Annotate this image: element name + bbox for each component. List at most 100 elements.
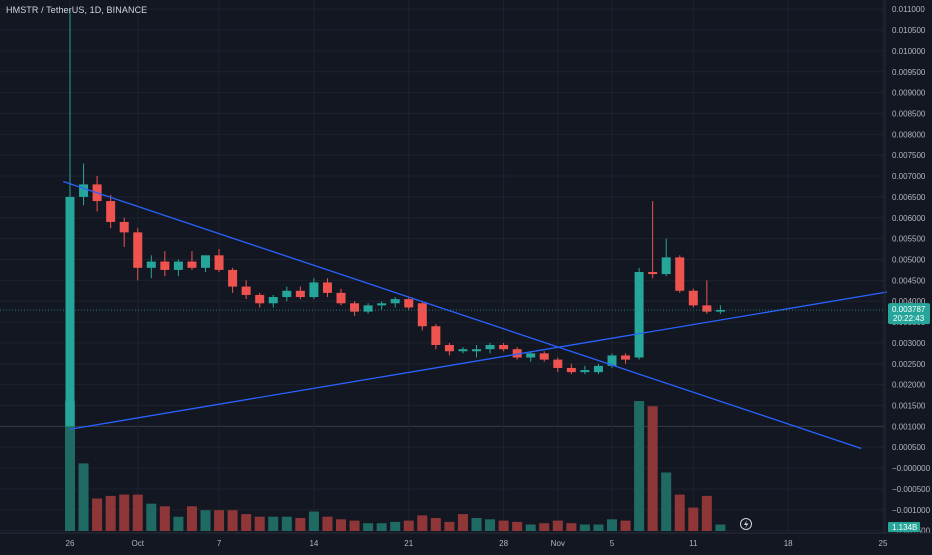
volume-bar (647, 406, 658, 531)
candle[interactable] (512, 347, 522, 360)
candle-body (119, 221, 129, 233)
candle[interactable] (214, 249, 224, 272)
volume-bar (78, 463, 89, 531)
trendline-layer[interactable] (63, 180, 888, 450)
candle-body (133, 232, 143, 268)
candle[interactable] (539, 351, 549, 362)
candle[interactable] (715, 305, 725, 314)
candle[interactable] (417, 301, 427, 331)
trendline[interactable] (69, 291, 888, 430)
volume-bar (146, 503, 157, 531)
lightning-icon[interactable] (740, 518, 752, 530)
candle-body (160, 261, 170, 270)
candle[interactable] (553, 357, 563, 373)
candle[interactable] (472, 345, 481, 358)
volume-bar (214, 510, 225, 531)
candle[interactable] (621, 353, 631, 364)
candle-body (404, 299, 414, 308)
price-tick-label: 0.006000 (892, 214, 926, 223)
lightning-icon-circle (740, 518, 752, 530)
candle[interactable] (431, 324, 441, 350)
candle[interactable] (404, 297, 414, 310)
price-tick-label: 0.004500 (892, 276, 926, 285)
volume-bar (349, 520, 360, 531)
trendline[interactable] (63, 180, 862, 450)
candle[interactable] (336, 288, 346, 306)
candle[interactable] (146, 255, 156, 279)
candle[interactable] (444, 342, 454, 356)
candle[interactable] (377, 301, 387, 310)
candle-body (255, 294, 265, 304)
candle[interactable] (228, 267, 238, 293)
candle[interactable] (593, 363, 603, 375)
candle-body (417, 303, 427, 327)
candle[interactable] (65, 9, 75, 427)
candle[interactable] (688, 288, 698, 308)
volume-bar (552, 520, 563, 531)
candle-body (675, 257, 685, 291)
candle-body (146, 261, 156, 268)
volume-bar (566, 523, 577, 531)
candle[interactable] (133, 228, 143, 281)
candle[interactable] (309, 278, 319, 300)
candle[interactable] (268, 294, 278, 308)
symbol-title[interactable]: HMSTR / TetherUS, 1D, BINANCE (6, 5, 148, 15)
price-tick-label: 0.009000 (892, 89, 926, 98)
time-axis[interactable]: 26 Oct 7 14 21 28 Nov 5 11 18 25 (0, 532, 932, 548)
candle-body (607, 355, 617, 366)
candle-body (539, 353, 549, 360)
volume-bar (457, 514, 468, 531)
volume-bar (471, 518, 482, 531)
candle[interactable] (648, 201, 658, 279)
candle[interactable] (187, 251, 197, 270)
candle-body (621, 355, 631, 360)
volume-bar (105, 495, 116, 531)
price-axis[interactable]: 0.011000 0.010500 0.010000 0.009500 0.009000… (884, 0, 931, 536)
candle[interactable] (485, 342, 495, 354)
candle[interactable] (119, 217, 129, 247)
candle[interactable] (580, 365, 590, 375)
candle[interactable] (241, 280, 251, 300)
volume-bar (268, 516, 279, 531)
candle[interactable] (363, 303, 373, 314)
candle[interactable] (282, 286, 292, 302)
candle[interactable] (160, 251, 170, 277)
price-tick-label: −0.000000 (892, 464, 931, 473)
candle[interactable] (322, 278, 332, 298)
candle[interactable] (201, 255, 210, 272)
candle[interactable] (634, 267, 644, 360)
candle-body (634, 272, 644, 358)
candle[interactable] (350, 301, 360, 316)
time-tick-label: Oct (132, 539, 145, 548)
candle[interactable] (173, 259, 183, 277)
time-tick-label: 7 (217, 539, 222, 548)
lightning-icon-bolt (744, 520, 749, 529)
price-tick-label: 0.008500 (892, 109, 926, 118)
candle-body (282, 290, 292, 298)
candle[interactable] (526, 351, 536, 362)
candle[interactable] (499, 342, 509, 352)
volume-bar (281, 516, 292, 531)
candle[interactable] (675, 255, 685, 293)
price-tick-label: 0.001500 (892, 402, 926, 411)
candle-layer[interactable] (65, 9, 725, 427)
volume-bar (593, 524, 604, 531)
time-tick-label: 28 (499, 539, 508, 548)
candle[interactable] (566, 363, 576, 375)
candle[interactable] (458, 347, 468, 354)
candle[interactable] (106, 194, 116, 229)
candle-body (350, 303, 360, 312)
candle[interactable] (255, 292, 265, 308)
candle[interactable] (295, 286, 305, 300)
candle[interactable] (661, 238, 671, 277)
candle[interactable] (79, 163, 89, 206)
candle-body (715, 309, 725, 312)
candle[interactable] (390, 297, 400, 308)
candle[interactable] (702, 280, 712, 314)
volume-bar (539, 523, 550, 531)
volume-bar (715, 524, 726, 531)
price-tick-label: 0.003000 (892, 339, 926, 348)
